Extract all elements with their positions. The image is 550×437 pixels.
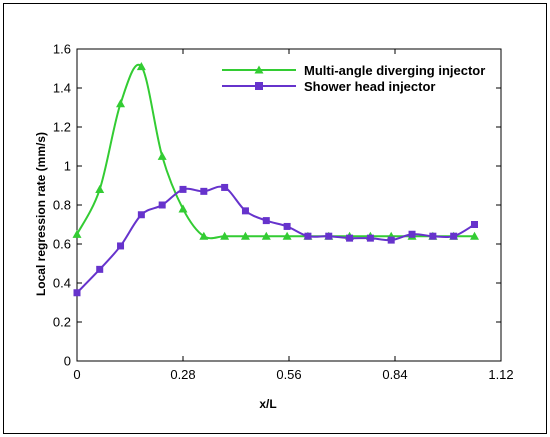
legend-entry-1: Shower head injector	[222, 79, 435, 94]
y-tick-label: 1.6	[53, 42, 71, 57]
plot-area-frame	[76, 48, 502, 362]
data-point	[366, 234, 374, 242]
data-point	[471, 221, 478, 228]
y-tick-label: 0.2	[53, 315, 71, 330]
data-series	[72, 62, 479, 297]
data-point	[200, 187, 208, 195]
x-tick-label: 0	[73, 367, 80, 382]
legend-label-0: Multi-angle diverging injector	[304, 63, 485, 78]
data-point	[283, 222, 291, 230]
data-point	[179, 185, 187, 193]
data-point	[117, 242, 125, 250]
data-point	[346, 234, 354, 242]
data-point	[136, 62, 146, 71]
x-tick-label: 0.84	[382, 367, 407, 382]
data-point	[325, 232, 333, 240]
x-axis-title: x/L	[259, 397, 276, 411]
legend: Multi-angle diverging injector Shower he…	[222, 63, 485, 94]
legend-marker-1	[255, 82, 263, 90]
plot-axes	[76, 48, 502, 362]
data-point	[73, 289, 81, 297]
data-point	[221, 183, 229, 191]
data-point	[470, 231, 479, 240]
data-point	[178, 204, 188, 213]
data-point	[220, 231, 230, 240]
axis-ticks: 0 0.28 0.56 0.84 1.12 0 0.2 0.4 0.6 0.8 1 1.2 1.4 1.6	[53, 42, 514, 383]
data-point	[304, 232, 312, 240]
data-point	[408, 230, 416, 238]
x-tick-label: 0.56	[276, 367, 301, 382]
y-axis-title: Local regression rate (mm/s)	[34, 132, 48, 296]
legend-entry-0: Multi-angle diverging injector	[222, 63, 485, 78]
data-point	[116, 99, 126, 108]
data-point	[137, 211, 145, 219]
x-tick-label: 0.28	[170, 367, 195, 382]
data-point	[158, 201, 166, 209]
y-tick-label: 0.8	[53, 198, 71, 213]
data-point	[157, 151, 167, 160]
y-tick-label: 0.4	[53, 276, 71, 291]
data-point	[429, 232, 437, 240]
data-point	[262, 217, 270, 225]
y-tick-label: 0.6	[53, 237, 71, 252]
data-point	[199, 231, 209, 240]
data-point	[96, 265, 104, 273]
series-1	[73, 183, 478, 297]
legend-marker-0	[254, 65, 264, 74]
x-tick-label: 1.12	[488, 367, 513, 382]
y-tick-label: 1.2	[53, 120, 71, 135]
figure-frame	[3, 3, 547, 434]
y-tick-label: 1.4	[53, 81, 71, 96]
data-point	[241, 207, 249, 215]
data-point	[261, 231, 271, 240]
data-point	[240, 231, 250, 240]
data-point	[450, 232, 458, 240]
y-tick-label: 0	[64, 354, 71, 369]
legend-label-1: Shower head injector	[304, 79, 435, 94]
y-tick-label: 1	[64, 159, 71, 174]
data-point	[72, 229, 82, 238]
data-point	[387, 236, 395, 244]
data-point	[95, 184, 105, 193]
data-point	[282, 231, 292, 240]
